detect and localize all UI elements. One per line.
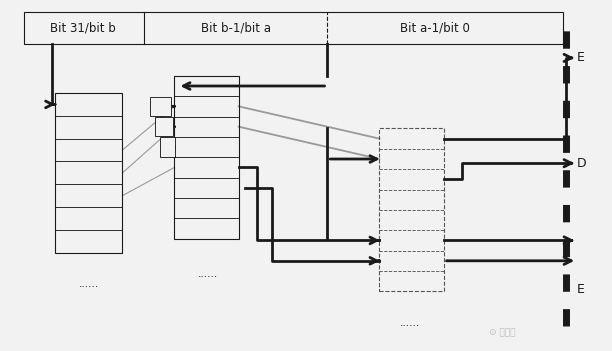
Bar — [24, 12, 563, 44]
Bar — [379, 128, 444, 291]
Bar — [55, 93, 122, 253]
Text: ......: ...... — [198, 269, 218, 279]
Text: E: E — [577, 51, 584, 65]
Text: ⊙ 亿速云: ⊙ 亿速云 — [488, 328, 515, 337]
Text: ......: ...... — [78, 279, 99, 289]
Text: ......: ...... — [400, 318, 420, 328]
Text: Bit b-1/bit a: Bit b-1/bit a — [201, 21, 271, 35]
Bar — [155, 117, 173, 137]
Bar — [160, 137, 175, 157]
Text: D: D — [577, 157, 586, 170]
Text: E: E — [577, 283, 584, 296]
Text: Bit 31/bit b: Bit 31/bit b — [50, 21, 116, 35]
Bar — [150, 97, 171, 116]
Bar — [174, 76, 239, 239]
Text: Bit a-1/bit 0: Bit a-1/bit 0 — [400, 21, 469, 35]
